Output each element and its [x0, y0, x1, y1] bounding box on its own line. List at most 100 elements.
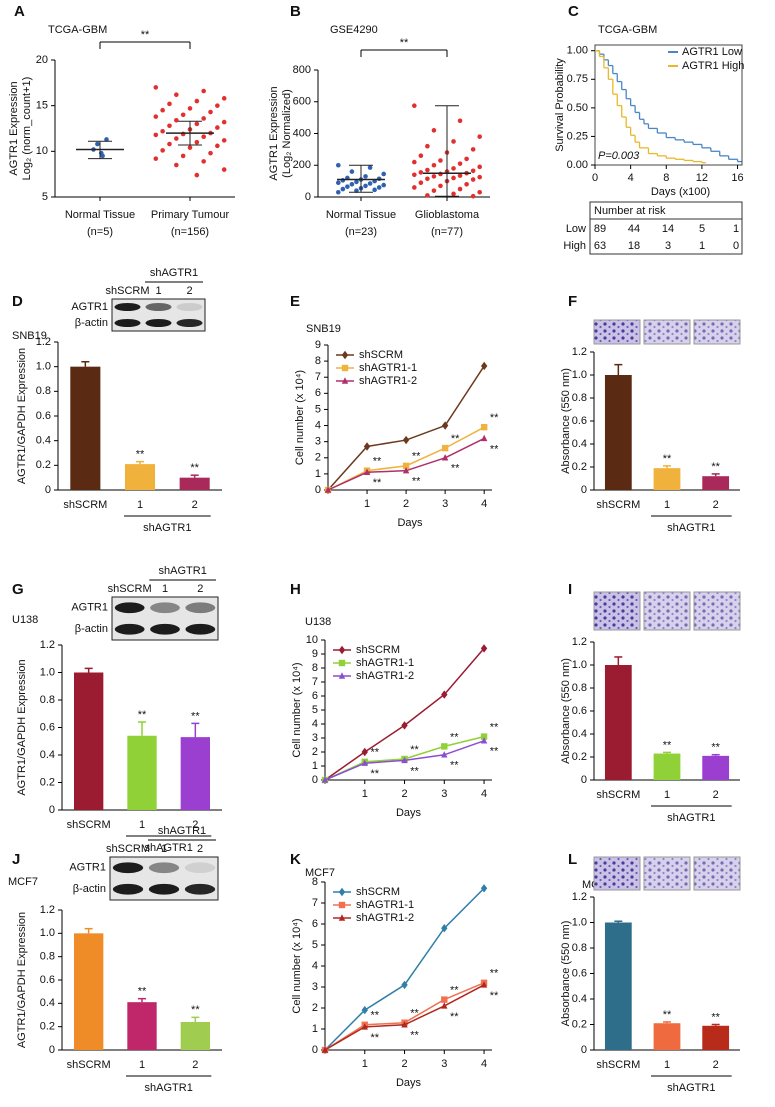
transwell-image: [693, 591, 741, 631]
significance: **: [373, 477, 382, 489]
risk-count: 5: [699, 223, 705, 235]
significance: **: [663, 1009, 672, 1021]
blot-lane-label: 1: [155, 285, 161, 297]
y-tick-label: 0.8: [572, 682, 587, 694]
significance: **: [450, 760, 459, 772]
x-tick-label: 4: [628, 172, 634, 184]
x-tick-label: 4: [481, 1058, 487, 1070]
data-point: [425, 143, 430, 149]
significance: **: [370, 768, 379, 780]
legend-label: shAGTR1-2: [356, 670, 414, 682]
chart-title: TCGA-GBM: [48, 24, 107, 36]
blot-band: [150, 623, 180, 635]
y-tick-label: 0.6: [572, 967, 587, 979]
x-tick-label: 1: [364, 498, 370, 510]
significance: **: [370, 1010, 379, 1022]
y-tick-label: 0.8: [40, 951, 55, 963]
significance: **: [450, 985, 459, 997]
risk-table-frame: [589, 201, 743, 255]
data-point: [221, 119, 227, 125]
data-point: [363, 174, 368, 179]
x-axis-label: Days (x100): [651, 186, 710, 198]
y-tick-label: 1.0: [36, 361, 51, 373]
legend-label: shSCRM: [356, 886, 400, 898]
group-label: shAGTR1: [667, 812, 715, 824]
risk-count: 44: [628, 223, 640, 235]
data-point: [441, 996, 448, 1003]
data-point: [345, 184, 350, 189]
blot-band: [185, 602, 216, 614]
data-point: [95, 141, 100, 147]
blot-band: [184, 862, 216, 874]
group-label: shAGTR1: [667, 522, 715, 534]
legend-marker: [338, 645, 346, 655]
y-tick-label: 15: [36, 100, 48, 112]
y-tick-label: 0: [581, 484, 587, 496]
significance: **: [490, 968, 499, 980]
risk-count: 89: [594, 223, 606, 235]
data-point: [340, 178, 346, 183]
data-point: [480, 423, 488, 431]
panel-letter: J: [12, 851, 20, 868]
cell-line: U138: [305, 616, 331, 628]
risk-count: 18: [628, 240, 640, 252]
data-point: [451, 191, 456, 197]
bar: [604, 375, 632, 490]
x-tick-label: 1: [362, 788, 368, 800]
data-point: [431, 174, 437, 179]
y-tick-label: 4: [312, 960, 318, 972]
data-point: [412, 172, 417, 178]
panel-letter: I: [568, 581, 572, 598]
panel-letter: A: [14, 3, 25, 20]
panel-letter: E: [290, 293, 300, 310]
x-axis-label: Days: [397, 517, 423, 529]
bar: [74, 933, 104, 1050]
data-point: [361, 747, 368, 757]
data-point: [104, 137, 109, 142]
y-tick-label: 0.00: [567, 159, 588, 171]
legend-marker: [338, 887, 346, 897]
risk-count: 63: [594, 240, 606, 252]
data-point: [464, 182, 469, 187]
y-tick-label: 2: [312, 746, 318, 758]
data-point: [187, 145, 193, 150]
blot-group-label: shAGTR1: [150, 267, 198, 279]
y-tick-label: 10: [306, 634, 318, 646]
significance: **: [451, 463, 460, 475]
risk-count: 14: [662, 223, 674, 235]
x-tick-label: 1: [664, 789, 670, 801]
y-tick-label: 2: [315, 452, 321, 464]
blot-band: [112, 883, 144, 895]
y-tick-label: 10: [36, 145, 48, 157]
data-point: [464, 156, 469, 162]
data-point: [361, 759, 368, 766]
x-tick-label: 4: [481, 788, 487, 800]
data-point: [477, 189, 482, 195]
significance: **: [490, 722, 499, 734]
blot-band: [145, 319, 172, 327]
x-tick-sublabel: (n=5): [87, 226, 113, 238]
data-point: [412, 103, 417, 109]
blot-band: [184, 883, 216, 895]
x-tick-label: 16: [731, 172, 743, 184]
legend-marker: [341, 377, 349, 384]
data-point: [201, 116, 206, 121]
y-tick-label: 0: [581, 774, 587, 786]
data-point: [167, 141, 172, 147]
blot-lane-label: 2: [186, 285, 192, 297]
bar: [127, 1002, 157, 1050]
blot-row-label: β-actin: [75, 623, 108, 635]
data-point: [340, 186, 346, 192]
data-point: [153, 85, 159, 90]
y-tick-label: 5: [312, 704, 318, 716]
y-tick-label: 0.8: [36, 385, 51, 397]
y-tick-label: 0.4: [572, 993, 587, 1005]
blot-band: [176, 303, 203, 311]
bar: [74, 672, 104, 810]
transwell-image: [593, 319, 641, 345]
x-tick-label: 2: [713, 789, 719, 801]
data-point: [441, 1002, 448, 1009]
x-tick-label: 3: [441, 1058, 447, 1070]
blot-row-label: β-actin: [73, 883, 106, 895]
